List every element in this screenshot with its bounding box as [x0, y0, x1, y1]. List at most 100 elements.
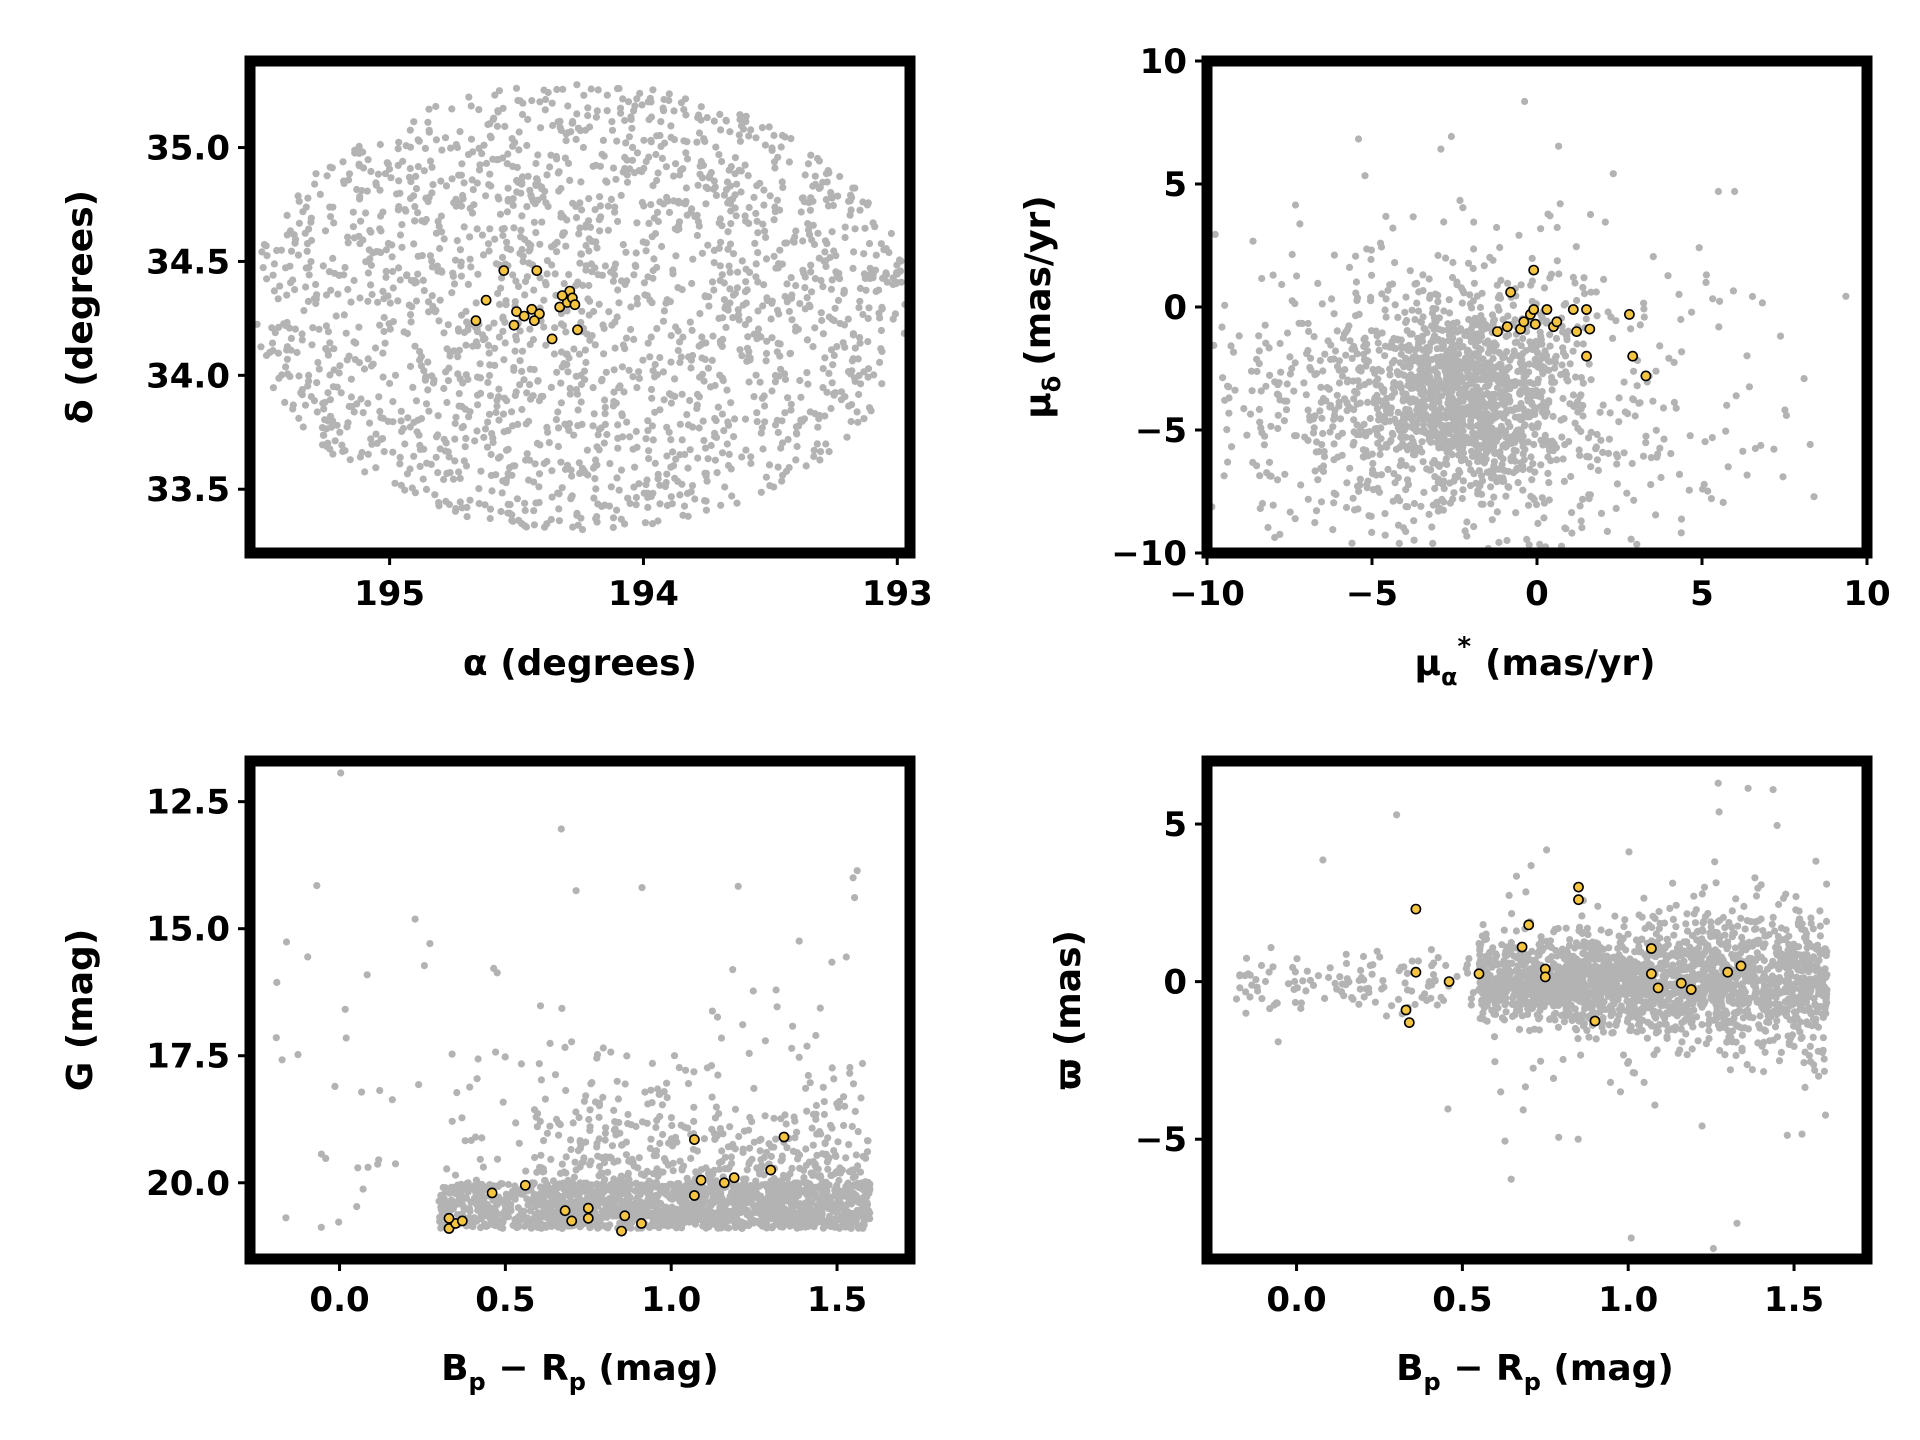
field-star-point — [411, 915, 419, 923]
field-star-point — [307, 218, 315, 226]
field-star-point — [633, 219, 641, 227]
field-star-point — [613, 85, 622, 93]
field-star-point — [1353, 350, 1361, 358]
field-star-point — [1470, 470, 1478, 478]
field-star-point — [742, 112, 750, 120]
field-star-point — [1302, 391, 1310, 399]
field-star-point — [1393, 368, 1401, 376]
field-star-point — [1253, 462, 1261, 470]
field-star-point — [1394, 313, 1402, 321]
field-star-point — [477, 389, 485, 397]
field-star-point — [308, 341, 316, 349]
field-star-point — [1229, 348, 1238, 356]
field-star-point — [771, 371, 780, 380]
field-star-point — [422, 485, 431, 493]
field-star-point — [536, 274, 544, 282]
field-star-point — [1555, 142, 1563, 150]
field-star-point — [607, 1048, 615, 1056]
field-star-point — [312, 170, 320, 178]
field-star-point — [447, 144, 455, 152]
field-star-point — [736, 115, 744, 124]
field-star-point — [656, 198, 664, 206]
field-star-point — [530, 218, 539, 226]
field-star-point — [717, 1034, 726, 1042]
field-star-point — [404, 414, 412, 422]
field-star-point — [698, 354, 706, 362]
field-star-point — [783, 298, 791, 306]
field-star-point — [1354, 377, 1362, 385]
field-star-point — [814, 229, 822, 237]
field-star-point — [1514, 479, 1522, 487]
field-star-point — [630, 107, 638, 115]
field-star-point — [1257, 387, 1265, 395]
field-star-point — [416, 462, 424, 470]
field-star-point — [614, 444, 622, 452]
field-star-point — [466, 233, 474, 241]
field-star-point — [590, 494, 598, 502]
field-star-point — [1388, 393, 1396, 401]
field-star-point — [788, 291, 796, 299]
field-star-point — [1425, 275, 1433, 283]
field-star-point — [663, 452, 671, 460]
field-star-point — [582, 266, 590, 274]
field-star-point — [1397, 457, 1405, 465]
field-star-point — [1465, 315, 1473, 324]
field-star-point — [626, 433, 634, 441]
field-star-point — [450, 280, 459, 288]
field-star-point — [384, 239, 392, 248]
field-star-point — [711, 456, 720, 464]
field-star-point — [349, 208, 357, 216]
field-star-point — [298, 336, 306, 344]
field-star-point — [315, 325, 323, 333]
field-star-point — [379, 287, 387, 295]
field-star-point — [878, 380, 886, 388]
field-star-point — [1487, 417, 1495, 425]
field-star-point — [708, 1093, 716, 1101]
field-star-point — [1352, 278, 1360, 286]
field-star-point — [456, 246, 464, 254]
field-star-point — [496, 210, 505, 218]
field-star-point — [335, 369, 343, 377]
field-star-point — [364, 156, 372, 164]
field-star-point — [1223, 426, 1231, 434]
field-star-point — [686, 396, 694, 405]
field-star-point — [1415, 307, 1423, 315]
field-star-point — [440, 435, 448, 443]
field-star-point — [1476, 318, 1484, 326]
field-star-point — [1442, 254, 1450, 262]
field-star-point — [559, 229, 567, 237]
field-star-point — [366, 255, 374, 263]
field-star-point — [340, 311, 348, 319]
field-star-point — [324, 439, 332, 447]
field-star-point — [1420, 426, 1428, 434]
field-star-point — [514, 282, 523, 291]
field-star-point — [1748, 292, 1757, 301]
field-star-point — [619, 241, 627, 249]
field-star-point — [504, 445, 512, 453]
field-star-point — [469, 342, 477, 350]
field-star-point — [1551, 354, 1559, 362]
field-star-point — [1440, 426, 1448, 434]
x-tick-label: 194 — [608, 574, 679, 614]
field-star-point — [610, 366, 618, 374]
field-star-point — [1255, 332, 1263, 340]
field-star-point — [768, 297, 776, 305]
field-star-point — [329, 254, 337, 262]
field-star-point — [1402, 503, 1410, 511]
field-star-point — [1276, 339, 1284, 348]
field-star-point — [812, 1101, 821, 1110]
field-star-point — [1519, 334, 1527, 343]
field-star-point — [834, 296, 843, 304]
field-star-point — [572, 135, 580, 143]
field-star-point — [551, 324, 559, 332]
field-star-point — [793, 1128, 801, 1136]
field-star-point — [480, 433, 488, 441]
field-star-point — [1593, 312, 1601, 320]
field-star-point — [494, 289, 502, 298]
field-star-point — [619, 341, 628, 349]
field-star-point — [578, 307, 586, 315]
field-star-point — [455, 346, 463, 354]
field-star-point — [1246, 410, 1255, 418]
field-star-point — [547, 151, 555, 159]
